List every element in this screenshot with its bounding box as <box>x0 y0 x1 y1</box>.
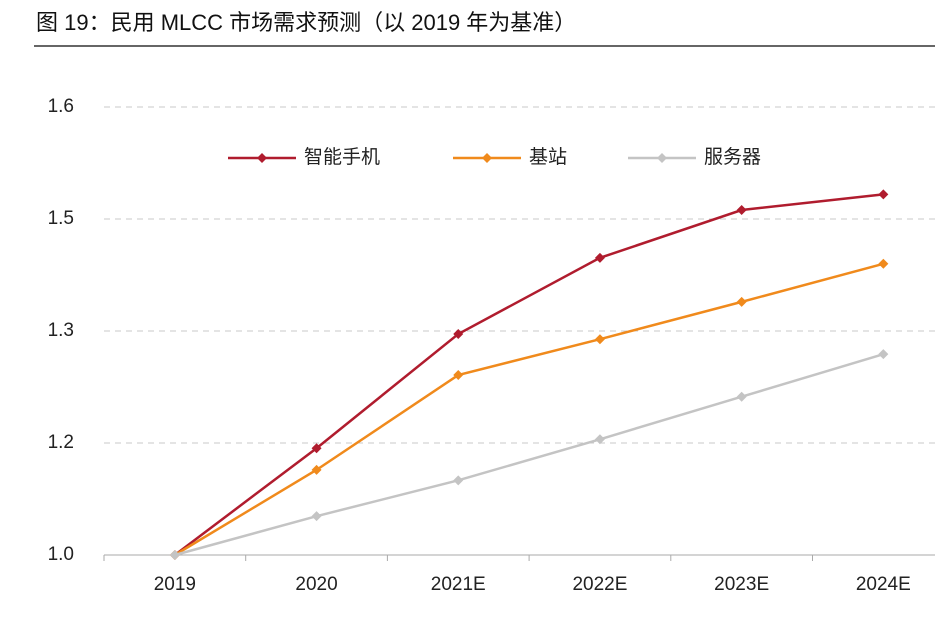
legend-label: 服务器 <box>704 146 761 168</box>
series-line <box>174 262 884 557</box>
marker <box>169 550 180 560</box>
marker <box>453 328 464 339</box>
marker <box>594 334 605 345</box>
marker <box>311 511 322 522</box>
marker <box>594 434 605 445</box>
y-tick-label: 1.0 <box>48 544 74 565</box>
marker <box>736 205 747 216</box>
legend-marker <box>657 153 667 163</box>
legend-label: 智能手机 <box>304 146 380 168</box>
legend-marker <box>482 153 492 163</box>
legend-marker <box>257 153 267 163</box>
marker <box>594 252 605 263</box>
marker <box>311 443 322 454</box>
marker <box>453 370 464 381</box>
x-tick-label: 2024E <box>856 574 911 595</box>
series-line <box>174 352 884 557</box>
legend-label: 基站 <box>529 146 567 168</box>
marker <box>311 464 322 475</box>
chart-title: 图 19：民用 MLCC 市场需求预测（以 2019 年为基准） <box>36 10 576 35</box>
marker <box>878 258 889 269</box>
marker <box>736 296 747 307</box>
series-line <box>174 193 884 556</box>
marker <box>878 189 889 200</box>
y-tick-label: 1.6 <box>48 96 74 117</box>
y-tick-label: 1.3 <box>48 320 74 341</box>
x-tick-label: 2019 <box>154 574 196 595</box>
marker <box>453 475 464 486</box>
y-tick-label: 1.5 <box>48 208 74 229</box>
x-tick-label: 2020 <box>295 574 337 595</box>
x-tick-label: 2023E <box>714 574 769 595</box>
x-tick-label: 2022E <box>572 574 627 595</box>
x-tick-label: 2021E <box>431 574 486 595</box>
y-tick-label: 1.2 <box>48 432 74 453</box>
marker <box>878 349 889 360</box>
marker <box>736 391 747 402</box>
